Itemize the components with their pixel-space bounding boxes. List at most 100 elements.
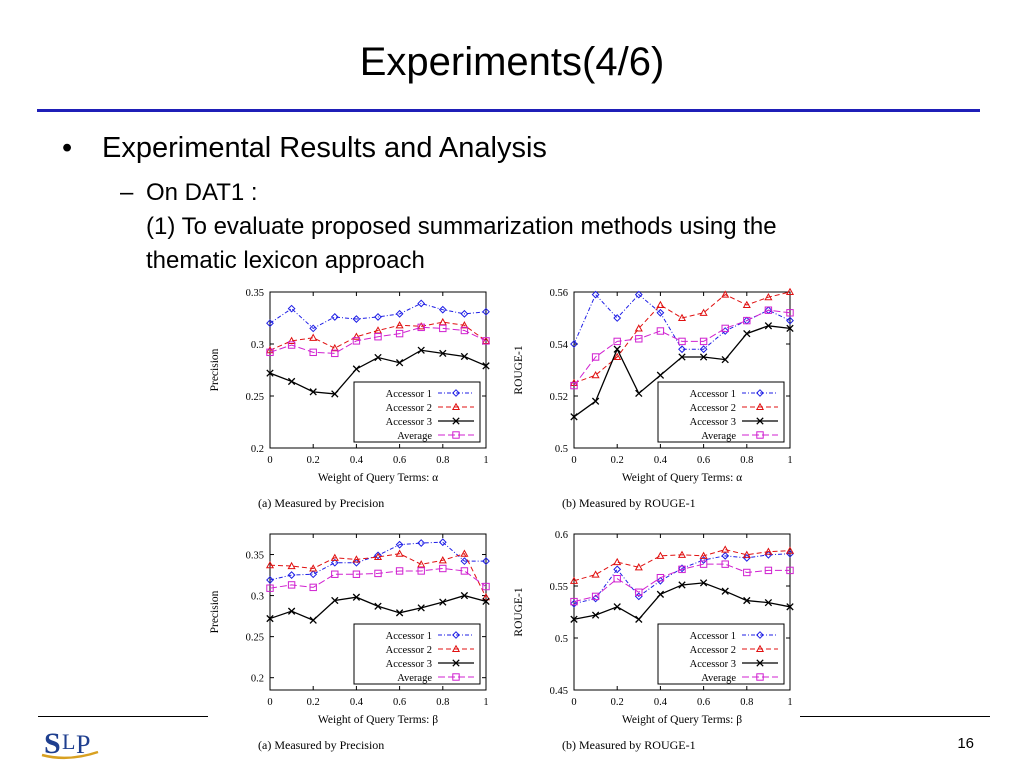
x-tick-label: 1: [483, 697, 488, 708]
data-point: [482, 582, 490, 591]
y-tick-label: 0.3: [251, 340, 264, 351]
x-tick-label: 0.6: [393, 455, 406, 466]
y-tick-label: 0.25: [246, 392, 264, 403]
legend: Accessor 1 Accessor 2 Accessor 3 Average: [353, 381, 481, 443]
data-point: [786, 316, 794, 325]
series-line: [573, 293, 791, 350]
y-tick-label: 0.25: [246, 633, 264, 644]
data-point: [309, 333, 318, 341]
data-point: [699, 353, 708, 361]
data-point: [265, 346, 275, 354]
data-point: [287, 304, 296, 313]
series-line: [269, 594, 487, 621]
data-point: [460, 352, 469, 361]
data-point: [395, 567, 404, 575]
series-line: [269, 326, 487, 354]
data-point: [613, 337, 621, 346]
charts-figure: 0.2 0.25 0.3 0.35 0 0.2 0.4 0.6 0.8 1 Weight of Qu…: [200, 280, 810, 768]
data-point: [352, 570, 361, 578]
y-tick-label: 0.2: [251, 674, 264, 685]
footer-rule-right: [800, 716, 990, 717]
legend-marker: [452, 417, 460, 425]
data-point: [570, 615, 578, 623]
data-point: [374, 333, 382, 341]
data-point: [331, 390, 339, 398]
data-point: [721, 587, 729, 595]
data-point: [591, 592, 600, 601]
data-point: [266, 614, 274, 623]
x-tick-label: 0.2: [611, 455, 624, 466]
data-point: [742, 300, 751, 309]
data-point: [764, 306, 773, 314]
data-point: [352, 593, 361, 601]
data-point: [395, 540, 404, 549]
data-point: [417, 323, 425, 332]
data-point: [613, 557, 622, 566]
series-2: [569, 545, 795, 584]
data-point: [721, 290, 730, 298]
x-tick-label: 0.2: [611, 697, 624, 708]
data-point: [656, 371, 665, 379]
x-tick-label: 0.8: [740, 455, 753, 466]
data-point: [395, 609, 404, 617]
data-point: [591, 611, 600, 619]
legend-label: Average: [701, 431, 736, 442]
data-point: [699, 579, 708, 587]
x-axis-label: Weight of Query Terms: α: [318, 472, 438, 484]
legend-marker: [451, 402, 461, 411]
data-point: [331, 596, 339, 605]
y-tick-label: 0.52: [550, 392, 568, 403]
y-axis-label: ROUGE-1: [513, 587, 525, 636]
chart-3: 0.2 0.25 0.3 0.35 0 0.2 0.4 0.6 0.8 1 Weight of Qu…: [209, 533, 491, 752]
legend-marker: [451, 644, 461, 653]
plot-frame: [269, 533, 487, 691]
chart-caption: (b) Measured by ROUGE-1: [562, 738, 696, 752]
data-point: [417, 560, 426, 568]
data-point: [373, 552, 383, 561]
data-point: [482, 557, 490, 566]
data-point: [764, 566, 773, 575]
data-point: [309, 564, 318, 572]
x-tick-label: 0.8: [436, 697, 449, 708]
legend-label: Accessor 2: [690, 403, 736, 414]
series-line: [269, 553, 487, 598]
data-point: [266, 348, 274, 357]
data-point: [569, 576, 579, 584]
data-point: [417, 299, 426, 308]
x-axis-label: Weight of Query Terms: β: [622, 714, 742, 726]
data-point: [570, 340, 578, 348]
data-point: [438, 305, 447, 314]
x-tick-label: 1: [787, 455, 792, 466]
data-point: [287, 561, 296, 570]
legend-label: Average: [701, 673, 736, 684]
title-divider: [37, 109, 980, 112]
legend-marker: [756, 389, 764, 397]
legend-marker: [756, 417, 764, 425]
x-tick-label: 0.8: [436, 455, 449, 466]
data-point: [352, 337, 361, 345]
series-3: [570, 322, 794, 421]
data-point: [374, 569, 382, 578]
data-point: [309, 570, 318, 579]
x-tick-label: 0.4: [350, 455, 364, 466]
data-point: [634, 290, 643, 299]
data-point: [635, 335, 643, 343]
legend-marker: [756, 659, 764, 667]
data-point: [309, 324, 318, 333]
data-point: [721, 545, 730, 553]
data-point: [439, 349, 447, 358]
data-point: [785, 546, 795, 554]
data-point: [460, 591, 469, 600]
data-point: [699, 551, 708, 559]
y-tick-label: 0.5: [555, 444, 568, 455]
legend-marker: [452, 389, 460, 397]
data-point: [786, 549, 794, 558]
dash-icon: –: [120, 179, 134, 206]
series-1: [266, 299, 490, 333]
data-point: [331, 349, 339, 358]
data-point: [786, 309, 794, 317]
data-point: [417, 322, 426, 330]
data-point: [352, 332, 361, 340]
data-point: [265, 560, 275, 569]
legend: Accessor 1 Accessor 2 Accessor 3 Average: [657, 381, 785, 443]
